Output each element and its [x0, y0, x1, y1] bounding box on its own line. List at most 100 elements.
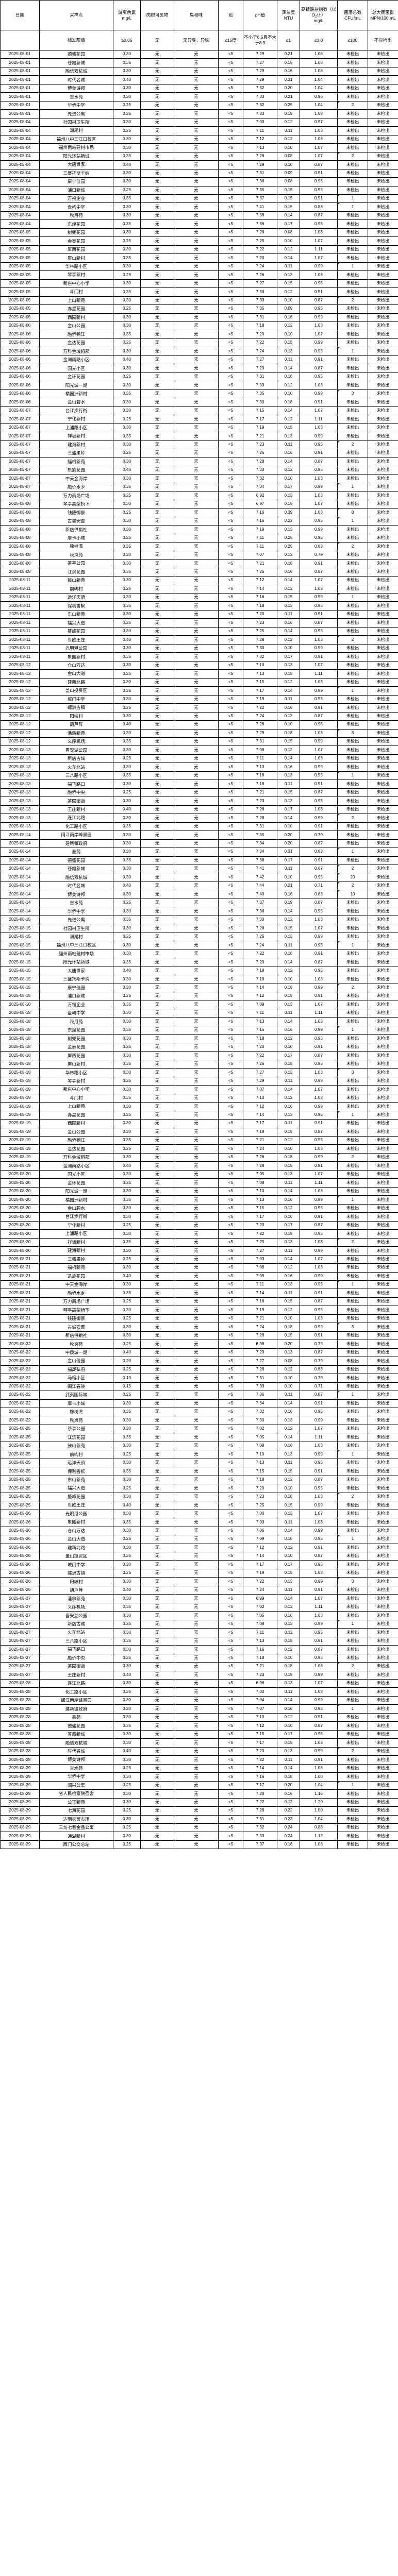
cell-site[interactable]: 连江北路: [39, 814, 113, 823]
cell-odor[interactable]: 无: [174, 1619, 219, 1629]
cell-cod[interactable]: 0.95: [300, 177, 338, 187]
cell-odor[interactable]: 无: [174, 618, 219, 628]
cell-color[interactable]: <5: [218, 1670, 243, 1680]
cell-coliform[interactable]: 未检出: [368, 822, 398, 832]
cell-cod[interactable]: 0.87: [300, 1127, 338, 1137]
cell-visible[interactable]: 无: [140, 1772, 174, 1782]
cell-turbidity[interactable]: 0.16: [277, 1789, 300, 1799]
cell-color[interactable]: <5: [218, 660, 243, 670]
table-row[interactable]: 2025-08-08 江滨花园 0.35 无无 <5 7.25 0.16 0.87 未检出 未检出: [0, 567, 398, 577]
cell-cod[interactable]: 0.95: [300, 465, 338, 475]
cell-turbidity[interactable]: 0.08: [277, 228, 300, 238]
cell-cfu[interactable]: 未检出: [337, 279, 368, 289]
cell-cl[interactable]: 0.25: [113, 1450, 141, 1459]
cell-odor[interactable]: 无: [174, 1331, 219, 1341]
cell-cl[interactable]: 0.30: [113, 1170, 141, 1179]
cell-cod[interactable]: 1.04: [300, 1781, 338, 1790]
cell-odor[interactable]: 无: [174, 1170, 219, 1179]
cell-date[interactable]: 2025-08-14: [0, 881, 40, 891]
cell-coliform[interactable]: 未检出: [368, 881, 398, 891]
cell-turbidity[interactable]: 0.16: [277, 703, 300, 713]
cell-cfu[interactable]: 2: [337, 814, 368, 823]
table-row[interactable]: 2025-08-28 时代名城 0.40 无无 <5 7.20 0.13 0.99 2 未检出: [0, 1747, 398, 1756]
table-row[interactable]: 2025-08-19 西园新村 0.30 无无 <5 7.17 0.11 0.91 未检出 未检出: [0, 1119, 398, 1128]
table-row[interactable]: 2025-08-19 上山新苑 0.30 无无 <5 7.12 0.16 0.99 未检出 未检出: [0, 1102, 398, 1111]
table-row[interactable]: 2025-08-12 阳岐村 0.30 无无 <5 7.24 0.13 0.87 未检出 未检出: [0, 711, 398, 721]
cell-date[interactable]: 2025-08-11: [0, 626, 40, 636]
cell-site[interactable]: 福晟弘府: [39, 1365, 113, 1375]
cell-cl[interactable]: 0.25: [113, 1535, 141, 1544]
cell-cod[interactable]: 1.03: [300, 1263, 338, 1273]
cell-color[interactable]: <5: [218, 941, 243, 950]
cell-cl[interactable]: 0.40: [113, 720, 141, 730]
cell-site[interactable]: 连江北路: [39, 1679, 113, 1688]
cell-ph[interactable]: 7.34: [243, 1399, 277, 1409]
cell-cod[interactable]: 1.03: [300, 321, 338, 331]
cell-turbidity[interactable]: 0.13: [277, 711, 300, 721]
table-row[interactable]: 2025-08-06 金环花园 0.25 无无 <5 7.31 0.16 0.95 未检出 未检出: [0, 372, 398, 382]
cell-visible[interactable]: 无: [140, 1424, 174, 1434]
cell-date[interactable]: 2025-08-11: [0, 609, 40, 619]
cell-visible[interactable]: 无: [140, 304, 174, 314]
cell-ph[interactable]: 7.13: [243, 143, 277, 152]
cell-visible[interactable]: 无: [140, 432, 174, 441]
cell-cfu[interactable]: 未检出: [337, 1602, 368, 1612]
cell-ph[interactable]: 7.05: [243, 1433, 277, 1442]
cell-color[interactable]: <5: [218, 788, 243, 798]
cell-odor[interactable]: 无: [174, 745, 219, 755]
cell-ph[interactable]: 7.31: [243, 737, 277, 747]
cell-coliform[interactable]: 未检出: [368, 1289, 398, 1298]
cell-turbidity[interactable]: 0.12: [277, 415, 300, 424]
cell-date[interactable]: 2025-08-07: [0, 465, 40, 475]
cell-coliform[interactable]: 未检出: [368, 253, 398, 263]
cell-date[interactable]: 2025-08-18: [0, 1017, 40, 1026]
cell-cod[interactable]: 0.95: [300, 1628, 338, 1637]
cell-visible[interactable]: 无: [140, 1560, 174, 1569]
cell-ph[interactable]: 7.30: [243, 915, 277, 925]
cell-ph[interactable]: 7.00: [243, 1687, 277, 1697]
cell-cl[interactable]: 0.30: [113, 245, 141, 255]
table-row[interactable]: 2025-08-19 斗门村 0.35 无无 <5 7.10 0.12 1.03 未检出 未检出: [0, 1093, 398, 1103]
table-row[interactable]: 2025-08-15 洲尾村 0.25 无无 <5 7.26 0.13 0.99 未检出 未检出: [0, 932, 398, 942]
cell-coliform[interactable]: 未检出: [368, 898, 398, 908]
cell-site[interactable]: 保利香槟: [39, 601, 113, 611]
cell-coliform[interactable]: 未检出: [368, 1772, 398, 1782]
cell-color[interactable]: <5: [218, 1551, 243, 1561]
cell-color[interactable]: <5: [218, 211, 243, 221]
cell-turbidity[interactable]: 0.16: [277, 1272, 300, 1281]
cell-odor[interactable]: 无: [174, 381, 219, 390]
cell-cfu[interactable]: 未检出: [337, 1187, 368, 1196]
cell-ph[interactable]: 7.26: [243, 1365, 277, 1375]
cell-site[interactable]: 融信双杭城: [39, 66, 113, 76]
cell-cod[interactable]: 0.95: [300, 516, 338, 526]
cell-date[interactable]: 2025-08-26: [0, 1568, 40, 1578]
cell-color[interactable]: <5: [218, 1738, 243, 1748]
cell-date[interactable]: 2025-08-07: [0, 432, 40, 441]
cell-cfu[interactable]: 1: [337, 202, 368, 212]
cell-coliform[interactable]: 未检出: [368, 1255, 398, 1264]
cell-ph[interactable]: 7.29: [243, 66, 277, 76]
cell-ph[interactable]: 7.29: [243, 728, 277, 738]
cell-ph[interactable]: 7.12: [243, 576, 277, 585]
cell-ph[interactable]: 7.26: [243, 270, 277, 280]
cell-odor[interactable]: 无: [174, 457, 219, 466]
cell-date[interactable]: 2025-08-20: [0, 1170, 40, 1179]
cell-cod[interactable]: 0.99: [300, 389, 338, 399]
table-row[interactable]: 2025-08-04 洲尾村 0.25 无无 <5 7.11 0.11 1.03 未检出 未检出: [0, 126, 398, 135]
cell-visible[interactable]: 无: [140, 66, 174, 76]
cell-cod[interactable]: 0.91: [300, 1585, 338, 1595]
cell-cfu[interactable]: 未检出: [337, 168, 368, 178]
cell-site[interactable]: 象园新村: [39, 1518, 113, 1527]
cell-cfu[interactable]: 未检出: [337, 1696, 368, 1705]
cell-cfu[interactable]: 未检出: [337, 253, 368, 263]
cell-date[interactable]: 2025-08-28: [0, 1730, 40, 1739]
cell-cod[interactable]: 0.87: [300, 1645, 338, 1654]
cell-turbidity[interactable]: 0.13: [277, 347, 300, 356]
cell-cod[interactable]: 1.07: [300, 1509, 338, 1519]
cell-site[interactable]: 万力商场广场: [39, 491, 113, 500]
cell-ph[interactable]: 7.24: [243, 1144, 277, 1154]
cell-cfu[interactable]: 未检出: [337, 465, 368, 475]
cell-date[interactable]: 2025-08-20: [0, 1221, 40, 1230]
cell-odor[interactable]: 无: [174, 559, 219, 568]
cell-color[interactable]: <5: [218, 330, 243, 339]
